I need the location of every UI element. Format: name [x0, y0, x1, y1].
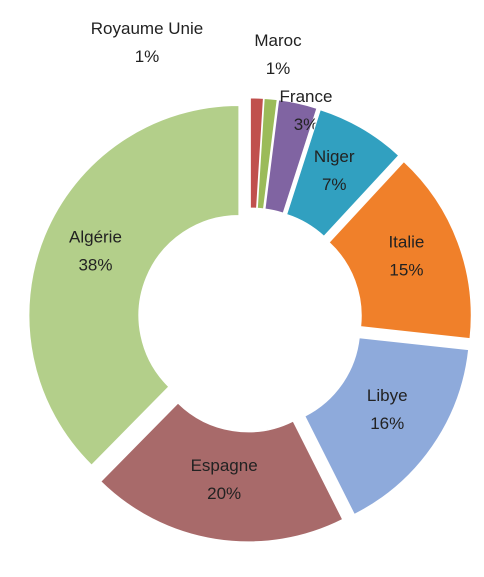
slice-label: Maroc 1%	[254, 31, 302, 78]
slice-value: 16%	[370, 414, 404, 433]
slice-name: Algérie	[69, 228, 122, 247]
slice-name: Royaume Unie	[91, 19, 203, 38]
donut-slice	[28, 104, 240, 466]
donut-slice	[256, 97, 278, 210]
donut-slice	[304, 337, 470, 516]
slice-name: France	[280, 87, 333, 106]
slice-value: 38%	[78, 256, 112, 275]
slice-name: Italie	[388, 233, 424, 252]
donut-slice	[328, 160, 472, 340]
slice-name: Espagne	[191, 456, 258, 475]
donut-slice	[249, 97, 264, 209]
slice-value: 3%	[294, 115, 319, 134]
slice-label: Espagne 20%	[191, 456, 258, 503]
slice-value: 1%	[135, 47, 160, 66]
slice-label: Italie 15%	[388, 233, 424, 280]
slice-value: 1%	[266, 59, 291, 78]
slice-value: 20%	[207, 484, 241, 503]
slice-label: Libye 16%	[367, 386, 408, 433]
slice-name: Libye	[367, 386, 408, 405]
donut-slice	[100, 402, 344, 543]
slice-value: 7%	[322, 175, 347, 194]
slice-label: Niger 7%	[314, 147, 355, 194]
donut-slice	[264, 99, 318, 214]
slice-value: 15%	[389, 261, 423, 280]
slice-name: Niger	[314, 147, 355, 166]
slice-label: Royaume Unie 1%	[91, 19, 203, 66]
donut-slice	[286, 109, 400, 237]
slice-label: Algérie 38%	[69, 228, 122, 275]
slice-label: France 3%	[280, 87, 333, 134]
slice-name: Maroc	[254, 31, 302, 50]
